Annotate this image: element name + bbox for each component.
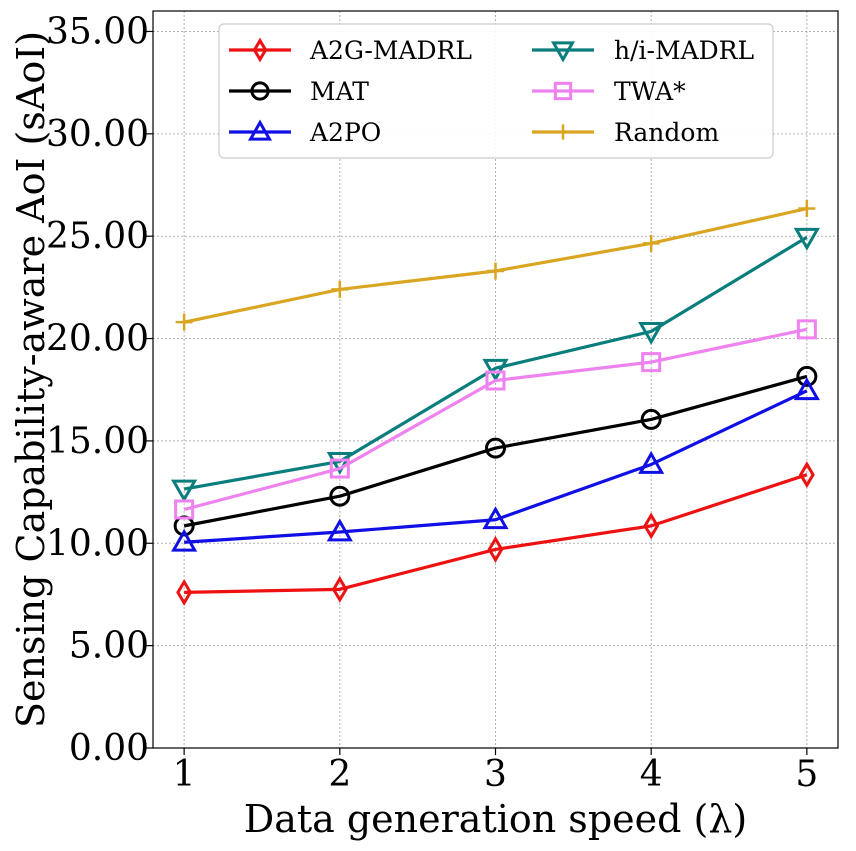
square-marker <box>329 458 350 479</box>
series-line <box>183 327 808 512</box>
triangle-up-marker <box>482 506 509 530</box>
legend-entry: h/i-MADRL <box>532 36 754 65</box>
y-tick-label: 35.00 <box>46 11 149 52</box>
legend-entry: MAT <box>229 77 369 106</box>
diamond-marker <box>331 575 348 603</box>
triangle-up-marker <box>793 377 820 401</box>
circle-marker <box>640 408 662 430</box>
circle-marker <box>329 485 351 507</box>
legend-entry: TWA* <box>532 77 686 106</box>
triangle-up-marker <box>638 450 665 474</box>
y-tick-label: 5.00 <box>69 626 149 667</box>
legend-entry: Random <box>532 118 719 147</box>
x-axis-ticks: 1 2 3 4 5 <box>173 748 818 795</box>
legend-label: MAT <box>310 77 369 106</box>
series-mat <box>173 365 818 537</box>
square-marker <box>174 499 195 520</box>
legend-label: h/i-MADRL <box>614 36 754 65</box>
series-line <box>183 374 808 528</box>
circle-marker <box>250 81 270 101</box>
triangle-down-marker <box>638 322 665 345</box>
triangle-down-marker <box>326 452 353 475</box>
square-marker <box>553 81 573 101</box>
series-h-i-madrl <box>171 227 820 503</box>
diamond-marker <box>798 461 815 489</box>
square-marker <box>796 319 817 340</box>
legend-label: Random <box>614 118 719 147</box>
y-tick-label: 0.00 <box>69 728 149 769</box>
x-tick-label: 1 <box>173 754 196 795</box>
series-a2po <box>171 377 820 552</box>
triangle-down-marker <box>550 41 576 63</box>
legend-entry: A2G-MADRL <box>229 36 472 65</box>
series-twa- <box>174 319 817 520</box>
legend: A2G-MADRL MAT A2PO h/i-MADRL TWA* Random <box>218 23 774 159</box>
triangle-down-marker <box>482 358 509 382</box>
circle-marker <box>485 437 506 459</box>
x-tick-label: 2 <box>328 754 351 795</box>
circle-marker <box>796 365 818 387</box>
diamond-marker <box>176 578 193 606</box>
y-tick-label: 10.00 <box>46 523 149 564</box>
x-tick-label: 4 <box>640 754 663 795</box>
triangle-up-marker <box>247 119 273 141</box>
square-marker <box>641 352 662 373</box>
legend-label: A2G-MADRL <box>309 36 472 65</box>
y-tick-label: 25.00 <box>46 216 149 257</box>
series-layer <box>171 200 820 606</box>
plus-marker <box>331 280 349 298</box>
diamond-marker <box>487 535 504 563</box>
square-marker <box>485 370 506 391</box>
x-tick-label: 3 <box>484 754 507 795</box>
series-line <box>184 389 808 544</box>
triangle-down-marker <box>171 479 198 503</box>
series-line <box>184 473 808 595</box>
y-tick-label: 20.00 <box>46 319 149 360</box>
y-axis-label: Sensing Capability-aware AoI (sAoI) <box>9 31 53 728</box>
legend-box <box>218 23 774 159</box>
diamond-marker <box>643 512 660 540</box>
series-random <box>175 200 816 331</box>
plus-marker <box>798 200 816 218</box>
triangle-down-marker <box>793 227 820 251</box>
plus-marker <box>487 262 504 280</box>
diamond-marker <box>252 37 268 63</box>
y-tick-label: 15.00 <box>46 421 149 462</box>
legend-entry: A2PO <box>229 118 381 147</box>
triangle-up-marker <box>171 528 198 552</box>
series-a2g-madrl <box>176 461 815 606</box>
triangle-up-marker <box>326 518 353 542</box>
y-tick-label: 30.00 <box>46 114 149 155</box>
plus-marker <box>555 124 571 140</box>
x-axis-label: Data generation speed (λ) <box>244 797 748 841</box>
plus-marker <box>642 234 660 252</box>
legend-label: A2PO <box>309 118 381 147</box>
series-line <box>183 235 808 491</box>
x-tick-label: 5 <box>795 754 818 795</box>
y-axis-ticks: 0.00 5.00 10.00 15.00 20.00 25.00 30.00 35.00 <box>46 11 153 769</box>
legend-label: TWA* <box>614 77 686 106</box>
plus-marker <box>175 313 193 331</box>
